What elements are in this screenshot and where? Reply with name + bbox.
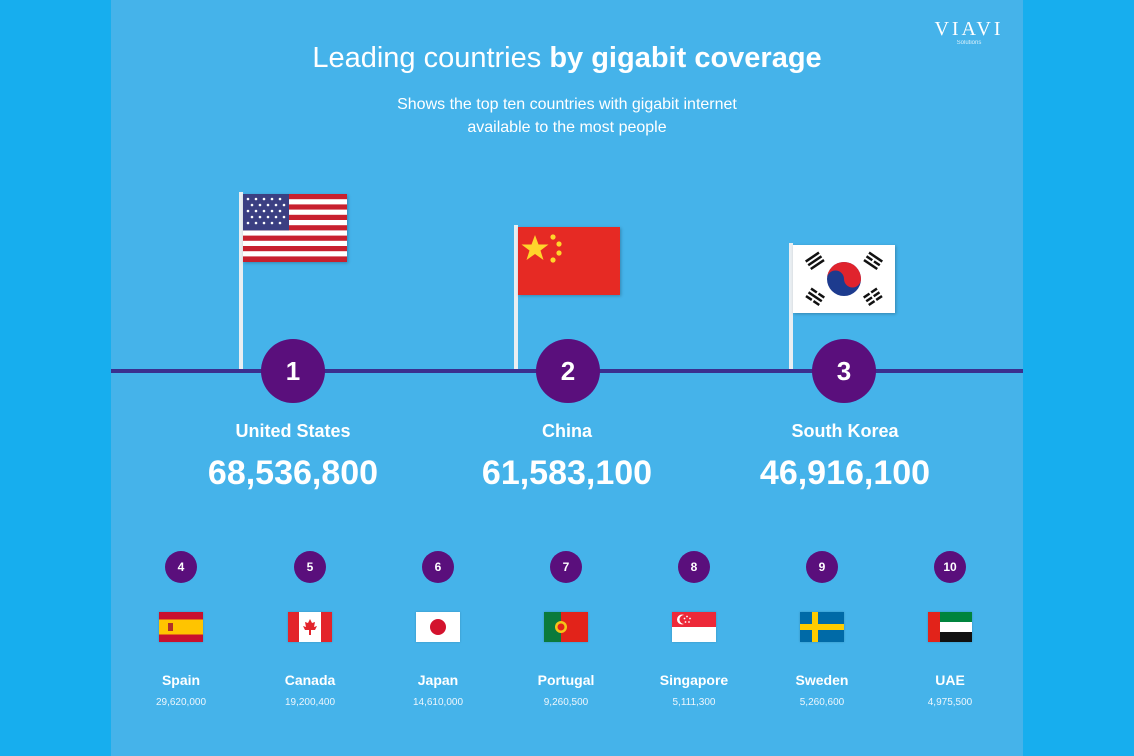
us-flag-icon: [243, 194, 347, 262]
coverage-value-9: 5,260,600: [799, 697, 845, 708]
rank-badge-3: 3: [812, 339, 876, 403]
singapore-flag-icon: [672, 612, 716, 642]
country-name-3: South Korea: [791, 421, 899, 441]
sweden-flag-icon: [800, 612, 844, 642]
page-title: Leading countries by gigabit coverage: [0, 42, 1134, 75]
japan-flag-icon: [416, 612, 460, 642]
coverage-value-1: 68,536,800: [207, 454, 379, 492]
coverage-value-10: 4,975,500: [927, 697, 973, 708]
rank-badge-2: 2: [536, 339, 600, 403]
country-name-4: Spain: [161, 672, 201, 688]
rank-badge-6: 6: [422, 551, 454, 583]
canada-flag-icon: [288, 612, 332, 642]
coverage-value-4: 29,620,000: [155, 697, 207, 708]
country-name-10: UAE: [935, 672, 965, 688]
logo-tagline: Solutions: [956, 40, 982, 46]
flag-pole-2: [514, 225, 518, 370]
china-flag-icon: [518, 227, 620, 295]
uae-flag-icon: [928, 612, 972, 642]
coverage-value-5: 19,200,400: [284, 697, 336, 708]
coverage-value-2: 61,583,100: [481, 454, 653, 492]
flag-pole-1: [239, 192, 243, 370]
flag-pole-3: [789, 243, 793, 370]
country-name-6: Japan: [417, 672, 459, 688]
spain-flag-icon: [159, 612, 203, 642]
title-bold: by gigabit coverage: [549, 42, 822, 74]
rank-badge-7: 7: [550, 551, 582, 583]
country-name-1: United States: [235, 421, 351, 441]
south-korea-flag-icon: [793, 245, 895, 313]
country-name-8: Singapore: [659, 672, 729, 688]
coverage-value-8: 5,111,300: [672, 697, 716, 708]
rank-badge-4: 4: [165, 551, 197, 583]
rank-badge-10: 10: [934, 551, 966, 583]
rank-badge-1: 1: [261, 339, 325, 403]
country-name-5: Canada: [284, 672, 336, 688]
country-name-2: China: [541, 421, 592, 441]
viavi-logo: VIAVI Solutions: [924, 18, 1014, 46]
coverage-value-6: 14,610,000: [412, 697, 464, 708]
page-subtitle: Shows the top ten countries with gigabit…: [397, 96, 737, 136]
coverage-value-3: 46,916,100: [759, 454, 931, 492]
country-name-7: Portugal: [537, 672, 595, 688]
coverage-value-7: 9,260,500: [543, 697, 589, 708]
logo-wordmark: VIAVI: [934, 18, 1004, 40]
rank-badge-5: 5: [294, 551, 326, 583]
title-light: Leading countries: [312, 42, 550, 74]
country-name-9: Sweden: [795, 672, 849, 688]
rank-badge-8: 8: [678, 551, 710, 583]
portugal-flag-icon: [544, 612, 588, 642]
rank-badge-9: 9: [806, 551, 838, 583]
